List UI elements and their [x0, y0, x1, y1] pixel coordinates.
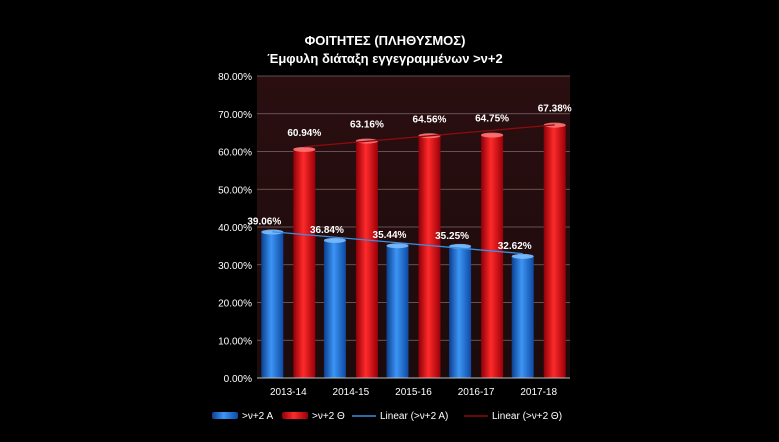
bar-th: [293, 147, 316, 378]
bar-th: [543, 123, 566, 378]
bar-top-cap: [386, 243, 409, 249]
bar-top-cap: [323, 237, 346, 243]
data-label: 35.44%: [373, 230, 407, 241]
bar-th: [481, 133, 504, 378]
legend-swatch: [282, 412, 308, 419]
x-tick-label: 2015-16: [395, 387, 432, 398]
y-tick-label: 20.00%: [218, 299, 252, 310]
data-label: 35.25%: [435, 231, 469, 242]
x-tick-label: 2013-14: [270, 387, 307, 398]
trendline: [304, 124, 555, 148]
data-label: 63.16%: [350, 120, 384, 131]
bar-a: [511, 254, 534, 378]
data-label: 64.75%: [475, 114, 509, 125]
legend-label: Linear (>ν+2 Α): [380, 411, 448, 422]
legend: >ν+2 Α >ν+2 Θ Linear (>ν+2 Α) Linear (>ν+2 …: [212, 411, 562, 422]
data-label: 39.06%: [247, 217, 281, 228]
data-labels: 39.06% 60.94% 36.84% 63.16% 35.44% 64.56% 35.2…: [247, 104, 571, 252]
legend-label: >ν+2 Θ: [312, 411, 345, 422]
bars: [261, 122, 566, 378]
bar-a: [386, 244, 409, 378]
data-label: 64.56%: [413, 114, 447, 125]
chart-title: ΦΟΙΤΗΤΕΣ (ΠΛΗΘΥΣΜΟΣ): [305, 33, 466, 48]
y-tick-label: 50.00%: [218, 185, 252, 196]
bar-a: [449, 244, 472, 378]
bar-top-cap: [511, 253, 534, 259]
y-tick-label: 70.00%: [218, 110, 252, 121]
bar-top-cap: [293, 146, 316, 152]
y-tick-label: 0.00%: [224, 374, 252, 385]
bar-th: [355, 139, 378, 378]
data-label: 36.84%: [310, 225, 344, 236]
data-label: 32.62%: [498, 241, 532, 252]
bar-th: [418, 134, 441, 378]
y-tick-label: 80.00%: [218, 72, 252, 83]
y-tick-label: 10.00%: [218, 336, 252, 347]
bar-a: [261, 230, 284, 378]
legend-swatch: [212, 412, 238, 419]
x-tick-label: 2016-17: [458, 387, 495, 398]
x-axis-ticks: 2013-14 2014-15 2015-16 2016-17 2017-18: [270, 387, 558, 398]
data-label: 60.94%: [287, 128, 321, 139]
data-label: 67.38%: [538, 104, 572, 115]
bar-top-cap: [481, 132, 504, 138]
y-tick-label: 40.00%: [218, 223, 252, 234]
x-tick-label: 2017-18: [520, 387, 557, 398]
chart-subtitle: Έμφυλη διάταξη εγγεγραμμένων >ν+2: [267, 51, 503, 66]
legend-label: >ν+2 Α: [242, 411, 273, 422]
y-tick-label: 60.00%: [218, 148, 252, 159]
x-tick-label: 2014-15: [333, 387, 370, 398]
y-axis-ticks: 0.00% 10.00% 20.00% 30.00% 40.00% 50.00% 60.00…: [218, 72, 252, 385]
legend-label: Linear (>ν+2 Θ): [492, 411, 562, 422]
trendlines: [272, 124, 555, 255]
y-tick-label: 30.00%: [218, 261, 252, 272]
trendline: [272, 231, 523, 255]
bar-a: [323, 238, 346, 378]
